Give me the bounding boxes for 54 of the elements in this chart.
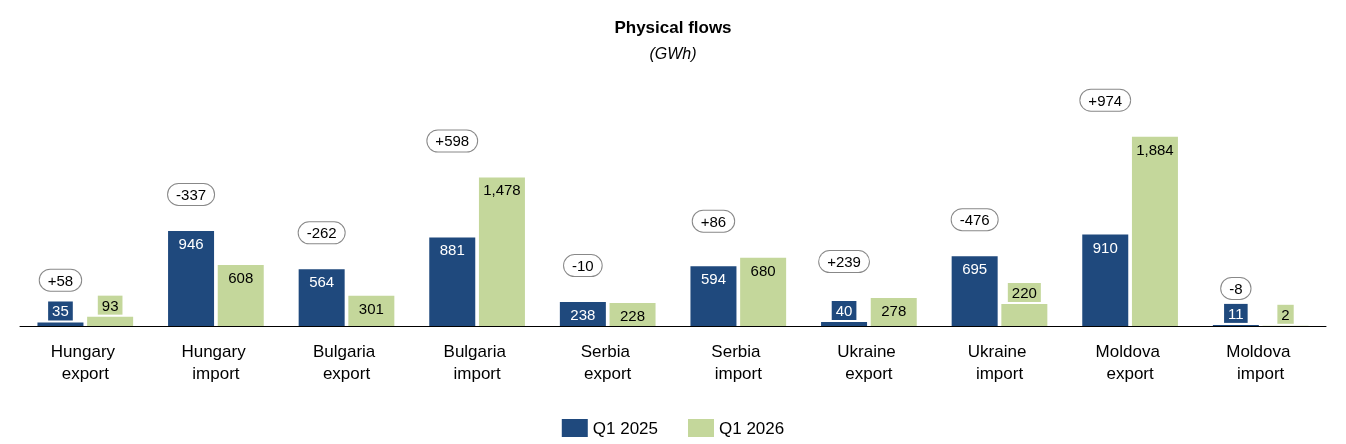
annotation: -337	[176, 185, 207, 203]
bar	[1082, 234, 1129, 326]
data-label: 910	[1092, 238, 1118, 256]
data-label: 594	[700, 270, 726, 288]
annotation: -262	[306, 224, 337, 242]
data-label: 1,884	[1136, 140, 1174, 158]
data-label: 11	[1228, 304, 1244, 322]
x-tick-label: Hungary import	[181, 341, 251, 383]
data-label: 278	[881, 302, 907, 320]
x-tick-label: Ukraine import	[967, 341, 1032, 383]
x-tick-label: Serbia export	[580, 341, 635, 383]
bar	[740, 257, 787, 326]
data-label: 93	[101, 296, 119, 314]
chart-title: Physical flows	[614, 18, 732, 37]
x-tick-label: Bulgaria import	[443, 341, 511, 383]
x-tick-label: Bulgaria export	[312, 341, 381, 383]
bar	[168, 230, 215, 326]
data-label: 564	[309, 273, 335, 291]
bar	[429, 237, 476, 326]
x-tick-label: Serbia import	[711, 341, 766, 383]
legend-label: Q1 2025	[592, 418, 659, 438]
bar	[690, 266, 737, 326]
x-tick-label: Ukraine export	[837, 341, 901, 383]
x-tick-label: Moldova import	[1226, 341, 1296, 383]
bar	[1131, 136, 1178, 326]
annotation: +58	[47, 271, 74, 289]
annotation: -476	[959, 211, 990, 229]
data-label: 238	[570, 306, 596, 324]
data-label: 946	[178, 234, 204, 252]
bar	[951, 256, 998, 326]
data-label: 680	[750, 261, 776, 279]
chart-subtitle: (GWh)	[649, 44, 697, 62]
bar	[478, 177, 525, 326]
x-tick-label: Moldova export	[1095, 341, 1165, 383]
bar	[217, 264, 264, 326]
data-label: 40	[835, 301, 853, 319]
data-label: 1,478	[483, 181, 521, 199]
data-label: 881	[439, 241, 465, 259]
annotation: +86	[700, 212, 727, 230]
annotation: +239	[827, 253, 861, 271]
annotation: -10	[572, 257, 594, 275]
data-label: 2	[1281, 305, 1290, 323]
annotation: +598	[435, 132, 470, 150]
bar	[298, 269, 345, 326]
data-label: 35	[52, 302, 69, 320]
annotation: +974	[1088, 91, 1123, 109]
data-label: 228	[620, 307, 646, 325]
annotation: -8	[1229, 279, 1243, 297]
data-label: 695	[962, 260, 988, 278]
data-label: 608	[228, 268, 254, 286]
data-label: 301	[358, 299, 384, 317]
legend-label: Q1 2026	[719, 418, 785, 438]
x-tick-label: Hungary export	[50, 341, 120, 383]
data-label: 220	[1011, 283, 1037, 301]
